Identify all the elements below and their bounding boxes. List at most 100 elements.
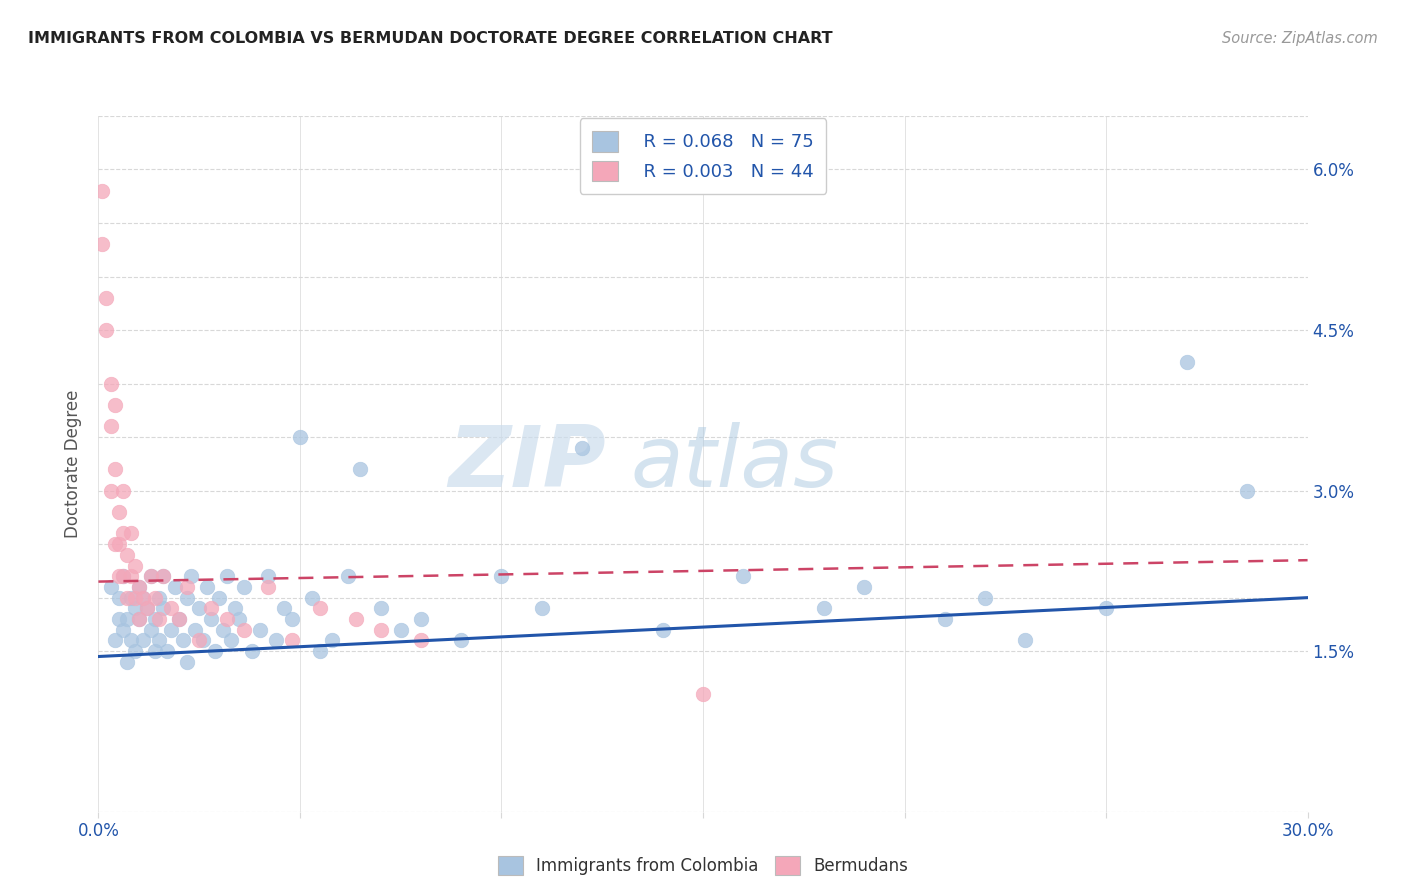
Point (124, 558, 146, 573)
Point (409, 633, 432, 648)
Legend: Immigrants from Colombia, Bermudans: Immigrants from Colombia, Bermudans (489, 847, 917, 883)
Point (217, 569, 239, 583)
Point (301, 591, 323, 605)
Point (143, 644, 166, 658)
Point (163, 580, 186, 594)
Point (100, 580, 122, 594)
Point (232, 580, 254, 594)
Point (107, 505, 129, 519)
Point (128, 580, 150, 594)
Point (176, 591, 198, 605)
Point (111, 483, 134, 498)
Point (733, 569, 755, 583)
Point (409, 612, 432, 626)
Point (120, 633, 142, 648)
Point (148, 633, 170, 648)
Point (176, 580, 198, 594)
Point (107, 569, 129, 583)
Text: IMMIGRANTS FROM COLOMBIA VS BERMUDAN DOCTORATE DEGREE CORRELATION CHART: IMMIGRANTS FROM COLOMBIA VS BERMUDAN DOC… (28, 31, 832, 46)
Point (1014, 633, 1036, 648)
Point (188, 633, 211, 648)
Point (188, 601, 211, 615)
Point (217, 612, 239, 626)
Point (96, 323, 118, 337)
Point (180, 569, 202, 583)
Point (249, 623, 271, 637)
Point (143, 612, 166, 626)
Point (139, 569, 162, 583)
Point (115, 612, 138, 626)
Point (103, 398, 125, 412)
Point (281, 633, 304, 648)
Point (813, 601, 835, 615)
Point (571, 441, 593, 455)
Point (200, 601, 222, 615)
Point (107, 537, 129, 551)
Point (344, 612, 367, 626)
Point (309, 644, 332, 658)
Point (264, 633, 287, 648)
Point (208, 591, 231, 605)
Point (91, 184, 114, 198)
Text: atlas: atlas (630, 422, 838, 506)
Point (111, 623, 134, 637)
Point (111, 569, 134, 583)
Text: Source: ZipAtlas.com: Source: ZipAtlas.com (1222, 31, 1378, 46)
Point (172, 633, 194, 648)
Point (853, 580, 876, 594)
Point (148, 612, 170, 626)
Point (115, 591, 138, 605)
Point (128, 612, 150, 626)
Point (167, 612, 190, 626)
Point (124, 601, 146, 615)
Point (115, 548, 138, 562)
Point (107, 612, 129, 626)
Point (128, 612, 150, 626)
Point (228, 612, 250, 626)
Point (288, 430, 311, 444)
Point (100, 376, 122, 391)
Point (111, 526, 134, 541)
Point (167, 612, 190, 626)
Point (974, 591, 997, 605)
Point (132, 591, 155, 605)
Point (204, 644, 226, 658)
Point (232, 623, 254, 637)
Point (100, 419, 122, 434)
Point (135, 601, 157, 615)
Point (96, 291, 118, 305)
Point (135, 601, 157, 615)
Point (132, 591, 155, 605)
Point (124, 591, 146, 605)
Point (256, 569, 278, 583)
Point (221, 633, 243, 648)
Point (148, 591, 170, 605)
Point (152, 569, 174, 583)
Point (115, 655, 138, 669)
Point (530, 601, 553, 615)
Point (491, 569, 513, 583)
Point (1175, 355, 1198, 369)
Point (934, 612, 956, 626)
Point (120, 569, 142, 583)
Point (200, 612, 222, 626)
Point (195, 580, 218, 594)
Point (100, 483, 122, 498)
Point (321, 633, 343, 648)
Point (240, 644, 263, 658)
Point (152, 569, 174, 583)
Y-axis label: Doctorate Degree: Doctorate Degree (65, 390, 83, 538)
Point (389, 623, 412, 637)
Point (1095, 601, 1118, 615)
Point (193, 633, 215, 648)
Point (176, 655, 198, 669)
Point (107, 591, 129, 605)
Point (120, 526, 142, 541)
Point (651, 623, 673, 637)
Point (120, 591, 142, 605)
Point (124, 644, 146, 658)
Point (160, 623, 183, 637)
Point (152, 601, 174, 615)
Point (309, 601, 332, 615)
Point (103, 633, 125, 648)
